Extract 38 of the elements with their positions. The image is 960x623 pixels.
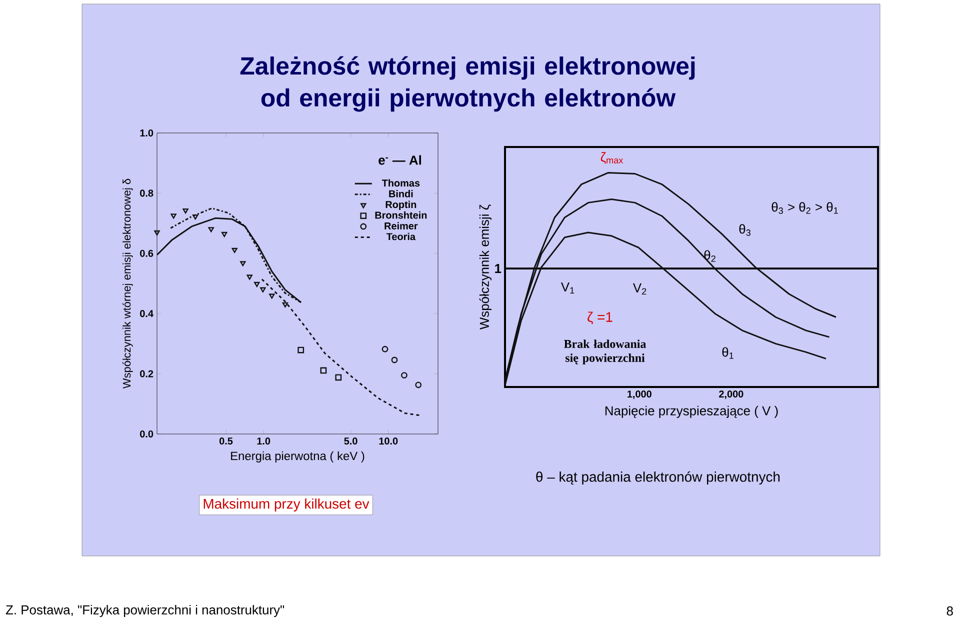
- text: 8: [946, 606, 953, 616]
- text: Maksimum przy kilkuset ev: [204, 498, 370, 512]
- legend-label: Bindi: [389, 190, 413, 198]
- annotation: θ$_{3}$ > θ$_{2}$ > θ$_{1}$: [772, 202, 838, 214]
- x-tick-label: 1,000: [628, 390, 652, 400]
- annotation: V$_{2}$: [632, 283, 646, 295]
- y-tick-label: 0.2: [140, 370, 154, 378]
- y-tick-label: 0.6: [140, 250, 154, 257]
- text: θ – kąt padania elektronów pierwotnych: [536, 471, 780, 485]
- annotation: V$_{1}$: [560, 282, 574, 294]
- annotation: θ$_{1}$: [722, 347, 734, 359]
- y-axis-title: Współczynnik wtórnej emisji elektronowej δ: [122, 178, 133, 388]
- x-tick-label: 1.0: [257, 438, 270, 445]
- legend-label: Reimer: [384, 222, 418, 230]
- x-tick-label: 0.5: [219, 438, 233, 445]
- y-tick-label: 0.8: [140, 190, 154, 197]
- text: ζ$_{max}$: [600, 152, 624, 164]
- legend-label: Teoria: [386, 232, 416, 240]
- text: Z. Postawa, "Fizyka powierzchni i nanostruktury": [6, 604, 284, 618]
- y-axis-title: Współczynnik emisji ζ: [479, 204, 492, 330]
- chart-title: Zależność wtórnej emisji elektronowej od energii pierwotnych elektronów: [240, 56, 695, 112]
- x-tick-label: 5.0: [344, 438, 358, 445]
- annotation: Brak ładowania się powierzchni: [564, 340, 646, 364]
- legend-label: Bronshtein: [375, 211, 427, 219]
- y-tick-label: 1.0: [140, 129, 154, 137]
- annotation: θ$_{3}$: [739, 224, 750, 236]
- y-tick-label: 0.4: [140, 310, 154, 318]
- x-tick-label: 10.0: [379, 438, 398, 445]
- annotation: e$^{-}$ — Al: [378, 155, 421, 165]
- y-tick-label: 0.0: [140, 430, 154, 438]
- x-axis-title: Napięcie przyspieszające ( V ): [605, 406, 778, 418]
- annotation: ζ =1: [588, 312, 612, 324]
- ref-line-label: 1: [495, 264, 502, 273]
- legend-label: Roptin: [386, 200, 416, 210]
- x-tick-label: 2,000: [719, 390, 744, 400]
- annotation: θ$_{2}$: [704, 250, 716, 262]
- x-axis-title: Energia pierwotna ( keV ): [231, 451, 364, 463]
- legend-label: Thomas: [382, 179, 420, 187]
